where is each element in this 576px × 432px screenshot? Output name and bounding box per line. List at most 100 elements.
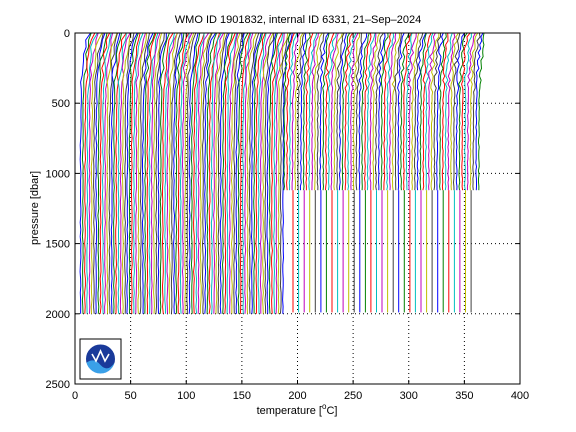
profile-line bbox=[380, 32, 389, 191]
x-tick-label: 250 bbox=[344, 390, 362, 402]
y-axis-label: pressure [dbar] bbox=[29, 171, 41, 245]
x-axis-label: temperature [oC] bbox=[257, 402, 338, 417]
profile-line bbox=[352, 32, 361, 191]
profile-line bbox=[291, 32, 301, 191]
profile-line bbox=[115, 32, 127, 314]
profile-line bbox=[333, 32, 343, 191]
profile-line bbox=[299, 32, 307, 191]
profile-line bbox=[164, 32, 175, 314]
profile-line bbox=[313, 32, 323, 191]
profile-line bbox=[405, 32, 413, 191]
profile-line bbox=[444, 32, 453, 191]
y-tick-label: 1000 bbox=[46, 168, 70, 180]
profile-line bbox=[135, 32, 146, 314]
profile-line bbox=[450, 32, 460, 191]
profile-line bbox=[350, 32, 359, 191]
profile-line bbox=[199, 32, 212, 314]
profile-line bbox=[161, 32, 174, 314]
profile-line bbox=[477, 32, 485, 191]
profile-line bbox=[441, 32, 449, 191]
profile-line bbox=[322, 32, 330, 191]
profile-line bbox=[148, 32, 159, 314]
profile-line bbox=[268, 32, 278, 314]
profile-line bbox=[297, 32, 306, 191]
profile-line bbox=[168, 32, 178, 314]
profile-line bbox=[305, 32, 314, 191]
profile-line bbox=[358, 32, 368, 191]
profile-line bbox=[271, 32, 283, 314]
profile-line bbox=[347, 32, 357, 191]
profile-line bbox=[324, 32, 335, 191]
profile-line bbox=[179, 32, 190, 314]
profile-line bbox=[288, 32, 298, 191]
profile-line bbox=[469, 32, 479, 191]
profile-line bbox=[391, 32, 401, 191]
profile-line bbox=[92, 32, 104, 314]
profile-line bbox=[230, 32, 241, 314]
profile-line bbox=[257, 32, 267, 314]
x-tick-label: 100 bbox=[177, 390, 195, 402]
profile-line bbox=[84, 32, 96, 314]
profile-line bbox=[466, 32, 476, 191]
x-tick-label: 350 bbox=[455, 390, 473, 402]
profile-line bbox=[430, 32, 440, 191]
profile-line bbox=[106, 32, 118, 314]
profile-line bbox=[419, 32, 427, 191]
profile-line bbox=[108, 32, 118, 314]
profile-line bbox=[224, 32, 236, 314]
profile-line bbox=[90, 32, 103, 314]
profile-line bbox=[239, 32, 251, 314]
noaa-logo bbox=[79, 338, 122, 380]
y-tick-label: 1500 bbox=[46, 239, 70, 251]
profile-line bbox=[275, 32, 285, 314]
profile-line bbox=[101, 32, 112, 314]
y-tick-label: 500 bbox=[52, 98, 70, 110]
profile-line bbox=[181, 32, 193, 314]
y-tick-label: 2500 bbox=[46, 379, 70, 391]
profile-line bbox=[458, 32, 468, 191]
profile-line bbox=[184, 32, 195, 314]
profile-line bbox=[237, 32, 249, 314]
profile-line bbox=[139, 32, 150, 314]
profile-line bbox=[455, 32, 465, 191]
profile-line bbox=[363, 32, 372, 191]
profile-line bbox=[95, 32, 106, 314]
profile-line bbox=[150, 32, 161, 314]
profile-line bbox=[253, 32, 263, 314]
profile-line bbox=[273, 32, 284, 314]
profile-line bbox=[428, 32, 436, 191]
profile-line bbox=[81, 32, 92, 314]
profile-line bbox=[416, 32, 427, 191]
profile-line bbox=[124, 32, 135, 314]
profile-line bbox=[355, 32, 363, 191]
profile-line bbox=[344, 32, 354, 191]
grid-lines bbox=[75, 33, 520, 384]
profile-line bbox=[377, 32, 386, 191]
profile-line bbox=[195, 32, 205, 314]
axis-ticks: 0 50 100 150 200 250 300 350 400 0 500 1000 1500 2000… bbox=[46, 28, 530, 402]
profile-line bbox=[366, 32, 376, 191]
x-tick-label: 150 bbox=[233, 390, 251, 402]
profile-line bbox=[371, 32, 381, 191]
profile-line bbox=[336, 32, 345, 191]
profile-line bbox=[266, 32, 277, 314]
profile-line bbox=[228, 32, 239, 314]
profile-line bbox=[86, 32, 98, 314]
profile-line bbox=[175, 32, 185, 314]
profile-line bbox=[110, 32, 121, 314]
profile-line bbox=[193, 32, 205, 314]
profile-line bbox=[97, 32, 108, 314]
profile-line bbox=[259, 32, 272, 314]
profile-line bbox=[413, 32, 424, 191]
chart-title: WMO ID 1901832, internal ID 6331, 21–Sep… bbox=[175, 14, 421, 26]
profile-line bbox=[330, 32, 339, 191]
profile-line bbox=[79, 32, 92, 314]
profile-line bbox=[386, 32, 395, 191]
x-tick-label: 400 bbox=[511, 390, 529, 402]
profile-line bbox=[217, 32, 228, 314]
profile-line bbox=[436, 32, 444, 191]
profile-line bbox=[244, 32, 254, 314]
profile-line bbox=[383, 32, 392, 191]
profile-line bbox=[447, 32, 456, 191]
